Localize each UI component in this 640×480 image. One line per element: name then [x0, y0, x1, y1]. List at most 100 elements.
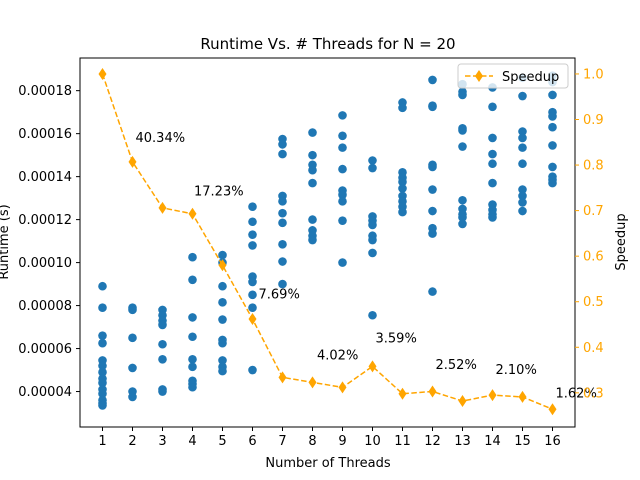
speedup-marker: [398, 387, 407, 400]
runtime-point: [488, 102, 497, 112]
x-tick-label: 11: [394, 434, 411, 449]
runtime-point: [218, 338, 227, 348]
speedup-marker: [128, 155, 137, 168]
runtime-point: [188, 332, 197, 342]
runtime-point: [398, 177, 407, 187]
runtime-point: [128, 392, 137, 402]
chart-title: Runtime Vs. # Threads for N = 20: [200, 35, 455, 53]
runtime-point: [368, 220, 377, 230]
runtime-point: [158, 387, 167, 396]
x-tick-label: 14: [484, 434, 501, 449]
runtime-point: [368, 163, 377, 173]
runtime-point: [128, 363, 137, 373]
x-axis: 1 2 3 4 5 6 7 8 9 10 11 12 13 14 15 16: [98, 427, 561, 449]
y-axis-right: 0.3 0.4 0.5 0.6 0.7 0.8 0.9 1.0: [575, 67, 604, 401]
speedup-marker: [428, 385, 437, 398]
runtime-point: [338, 131, 347, 141]
y-right-tick-label: 0.5: [583, 295, 604, 310]
runtime-point: [188, 355, 197, 364]
y-axis-right-title: Speedup: [614, 213, 629, 270]
y-right-tick-label: 0.4: [583, 341, 604, 356]
runtime-point: [98, 367, 107, 377]
runtime-point: [518, 185, 527, 194]
runtime-point: [428, 229, 437, 238]
y-right-tick-label: 0.8: [583, 159, 604, 174]
runtime-point: [458, 195, 467, 205]
runtime-point: [218, 315, 227, 324]
x-tick-label: 10: [364, 434, 381, 449]
runtime-point: [428, 287, 437, 296]
runtime-point: [368, 156, 377, 165]
speedup-marker: [518, 390, 527, 403]
runtime-point: [548, 90, 557, 100]
runtime-point: [98, 303, 107, 313]
runtime-point: [98, 331, 107, 340]
runtime-point: [338, 258, 347, 267]
runtime-point: [188, 252, 197, 262]
runtime-point: [428, 102, 437, 112]
runtime-point: [188, 313, 197, 322]
runtime-point: [518, 133, 527, 143]
annotation-label: 17.23%: [194, 185, 244, 200]
y-tick-label: 0.00008: [18, 299, 72, 314]
legend: Speedup: [457, 63, 569, 89]
speedup-marker: [308, 376, 317, 389]
x-tick-label: 1: [98, 434, 106, 449]
runtime-point: [98, 281, 107, 291]
annotation-label: 4.02%: [317, 348, 358, 363]
runtime-point: [518, 127, 527, 136]
annotation-label: 3.59%: [376, 332, 417, 347]
runtime-point: [428, 162, 437, 172]
runtime-point: [338, 190, 347, 200]
speedup-line: [101, 73, 553, 410]
annotation-label: 2.52%: [436, 358, 477, 373]
speedup-marker: [488, 389, 497, 402]
runtime-point: [308, 150, 317, 160]
runtime-point: [308, 235, 317, 245]
runtime-point: [218, 250, 227, 260]
y-right-tick-label: 0.6: [583, 250, 604, 265]
y-tick-label: 0.00018: [18, 84, 72, 99]
runtime-point: [278, 197, 287, 206]
runtime-point: [458, 142, 467, 151]
runtime-point: [278, 240, 287, 249]
x-axis-title: Number of Threads: [265, 456, 390, 471]
runtime-point: [188, 275, 197, 285]
x-tick-label: 3: [158, 434, 166, 449]
runtime-point: [278, 140, 287, 149]
runtime-point: [428, 185, 437, 194]
y-right-tick-label: 1.0: [583, 67, 604, 82]
runtime-point: [188, 362, 197, 372]
x-tick-label: 16: [544, 434, 561, 449]
y-right-tick-label: 0.7: [583, 204, 604, 219]
runtime-point: [218, 366, 227, 376]
runtime-point: [548, 112, 557, 121]
speedup-marker: [218, 259, 227, 272]
runtime-point: [338, 164, 347, 174]
runtime-point: [458, 219, 467, 229]
runtime-point: [518, 191, 527, 201]
runtime-point: [98, 378, 107, 388]
runtime-point: [308, 178, 317, 188]
runtime-point: [98, 338, 107, 348]
y-axis-left: 0.00004 0.00006 0.00008 0.00010 0.00012 0.000…: [18, 84, 80, 400]
annotation-label: 40.34%: [136, 131, 186, 146]
x-tick-label: 15: [514, 434, 531, 449]
runtime-point: [278, 279, 287, 289]
plot-frame: [79, 57, 576, 428]
runtime-points: [98, 71, 557, 410]
speedup-marker: [368, 360, 377, 373]
y-axis-title: Runtime (s): [0, 204, 12, 279]
runtime-point: [488, 149, 497, 159]
y-tick-label: 0.00006: [18, 342, 72, 357]
runtime-point: [278, 208, 287, 218]
runtime-point: [248, 202, 257, 212]
speedup-marker: [338, 381, 347, 394]
runtime-point: [518, 91, 527, 101]
runtime-point: [368, 248, 377, 258]
speedup-marker: [158, 201, 167, 214]
runtime-point: [518, 206, 527, 216]
runtime-point: [488, 178, 497, 188]
annotations: 40.34% 17.23% 7.69% 4.02% 3.59% 2.52% 2.10% 1.6…: [136, 131, 597, 402]
